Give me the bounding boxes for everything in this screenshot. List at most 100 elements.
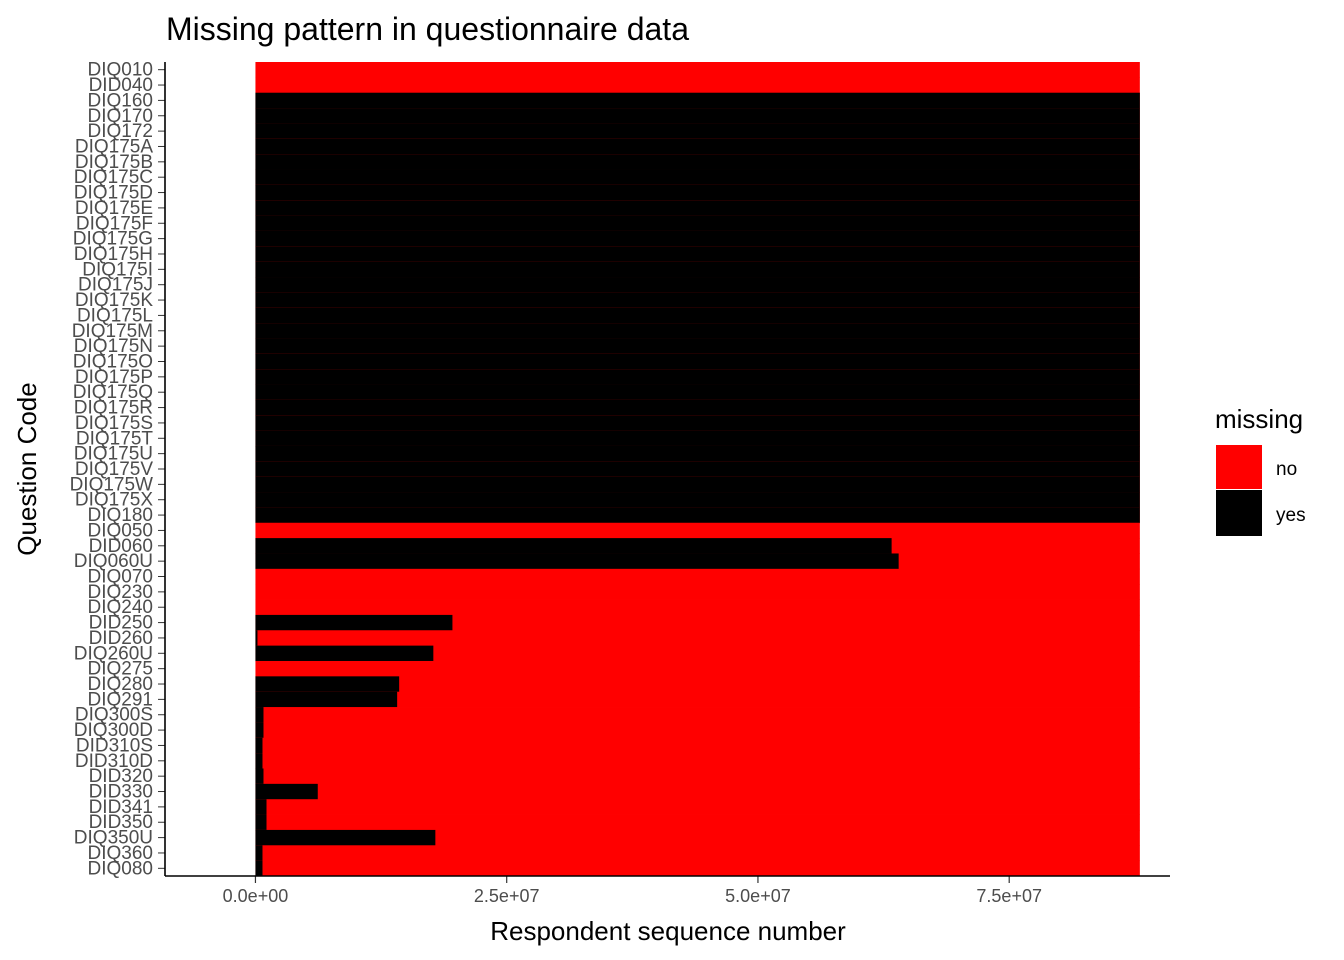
row-did260-missing <box>255 630 258 647</box>
row-diq300s-missing <box>255 707 264 723</box>
y-tick-label: DIQ175J <box>78 275 153 296</box>
y-tick-label: DIQ280 <box>88 674 153 695</box>
row-diq175m-missing <box>255 323 1140 339</box>
row-diq080-missing <box>255 860 263 877</box>
row-did040-present <box>255 77 1140 94</box>
y-tick-label: DIQ170 <box>88 106 153 127</box>
row-diq230-present <box>255 584 1140 600</box>
y-axis-title: Question Code <box>12 382 42 555</box>
y-tick-label: DIQ350U <box>74 828 153 849</box>
x-tick-label: 0.0e+00 <box>223 886 289 906</box>
row-diq300d-present <box>255 722 1140 739</box>
row-diq240-present <box>255 599 1140 616</box>
y-tick-label: DIQ175E <box>75 198 153 219</box>
row-did330-present <box>255 783 1140 800</box>
legend: missing no yes <box>1215 404 1306 536</box>
y-tick-label: DIQ175N <box>74 336 153 357</box>
row-diq175a-missing <box>255 138 1140 155</box>
row-did310d-present <box>255 753 1140 769</box>
x-tick-labels: 0.0e+00 2.5e+07 5.0e+07 7.5e+07 <box>223 876 1042 906</box>
row-did341-missing <box>255 799 267 815</box>
row-diq175b-missing <box>255 154 1140 170</box>
y-tick-label: DIQ300S <box>75 705 153 726</box>
y-tick-label: DIQ175C <box>74 167 153 188</box>
row-diq010-present <box>255 62 1140 78</box>
row-diq175l-missing <box>255 307 1140 324</box>
row-diq175i-missing <box>255 261 1140 278</box>
row-diq291-missing <box>255 691 398 708</box>
y-tick-label: DIQ175X <box>75 490 153 511</box>
legend-title: missing <box>1215 404 1303 434</box>
row-diq175w-missing <box>255 476 1140 493</box>
row-diq080-present <box>255 860 1140 877</box>
row-diq175e-missing <box>255 200 1140 216</box>
legend-swatch-yes <box>1216 490 1262 536</box>
y-tick-label: DIQ175T <box>76 428 153 449</box>
row-diq170-missing <box>255 108 1140 124</box>
y-tick-label: DID060 <box>89 536 153 557</box>
y-tick-label: DIQ010 <box>88 60 153 81</box>
y-tick-label: DIQ175A <box>75 136 153 157</box>
y-tick-label: DID341 <box>89 797 153 818</box>
row-diq060u-missing <box>255 553 899 570</box>
y-tick-label: DIQ175S <box>75 413 153 434</box>
row-did310s-present <box>255 737 1140 754</box>
row-diq180-missing <box>255 507 1140 524</box>
row-diq175n-missing <box>255 338 1140 355</box>
y-tick-label: DID330 <box>89 782 153 803</box>
y-tick-label: DIQ175U <box>74 444 153 465</box>
row-diq300s-present <box>255 707 1140 723</box>
row-did350-missing <box>255 814 267 831</box>
y-tick-label: DIQ360 <box>88 843 153 864</box>
y-tick-label: DIQ291 <box>88 689 153 710</box>
x-tick-label: 2.5e+07 <box>474 886 540 906</box>
row-diq175o-missing <box>255 353 1140 370</box>
row-diq160-missing <box>255 92 1140 109</box>
row-diq050-present <box>255 522 1140 539</box>
y-tick-label: DIQ050 <box>88 520 153 541</box>
y-tick-label: DID350 <box>89 812 153 833</box>
y-tick-label: DIQ175G <box>73 229 153 250</box>
row-diq175d-missing <box>255 184 1140 201</box>
y-tick-label: DIQ160 <box>88 90 153 111</box>
x-tick-label: 7.5e+07 <box>976 886 1042 906</box>
row-diq260u-missing <box>255 645 434 662</box>
y-tick-label: DID040 <box>89 75 153 96</box>
row-diq360-present <box>255 845 1140 862</box>
row-diq300d-missing <box>255 722 264 739</box>
row-diq350u-present <box>255 829 1140 846</box>
y-tick-label: DIQ275 <box>88 659 153 680</box>
row-did060-missing <box>255 538 892 554</box>
row-did350-present <box>255 814 1140 831</box>
row-diq175g-missing <box>255 230 1140 247</box>
y-tick-label: DIQ175V <box>75 459 153 480</box>
row-diq175r-missing <box>255 399 1140 416</box>
y-tick-label: DIQ175D <box>74 183 153 204</box>
row-diq275-present <box>255 660 1140 677</box>
row-did250-present <box>255 614 1140 631</box>
row-diq175x-missing <box>255 492 1140 508</box>
y-tick-label: DID260 <box>89 628 153 649</box>
x-tick-label: 5.0e+07 <box>725 886 791 906</box>
y-tick-label: DIQ175M <box>72 321 153 342</box>
row-did320-present <box>255 768 1140 785</box>
row-diq175k-missing <box>255 292 1140 309</box>
y-tick-label: DIQ260U <box>74 643 153 664</box>
row-diq175j-missing <box>255 277 1140 293</box>
row-diq175u-missing <box>255 445 1140 462</box>
row-diq260u-present <box>255 645 1140 662</box>
y-tick-label: DIQ300D <box>74 720 153 741</box>
plot-area <box>255 62 1140 877</box>
y-tick-label: DIQ175F <box>76 213 153 234</box>
row-diq175t-missing <box>255 430 1140 447</box>
row-diq280-missing <box>255 676 400 693</box>
y-tick-label: DIQ060U <box>74 551 153 572</box>
y-tick-label: DID320 <box>89 766 153 787</box>
y-tick-label: DIQ175W <box>70 474 153 495</box>
row-diq175f-missing <box>255 215 1140 232</box>
y-tick-label: DIQ070 <box>88 567 153 588</box>
row-diq175p-missing <box>255 369 1140 385</box>
row-did260-present <box>255 630 1140 647</box>
y-tick-label: DIQ175Q <box>73 382 153 403</box>
